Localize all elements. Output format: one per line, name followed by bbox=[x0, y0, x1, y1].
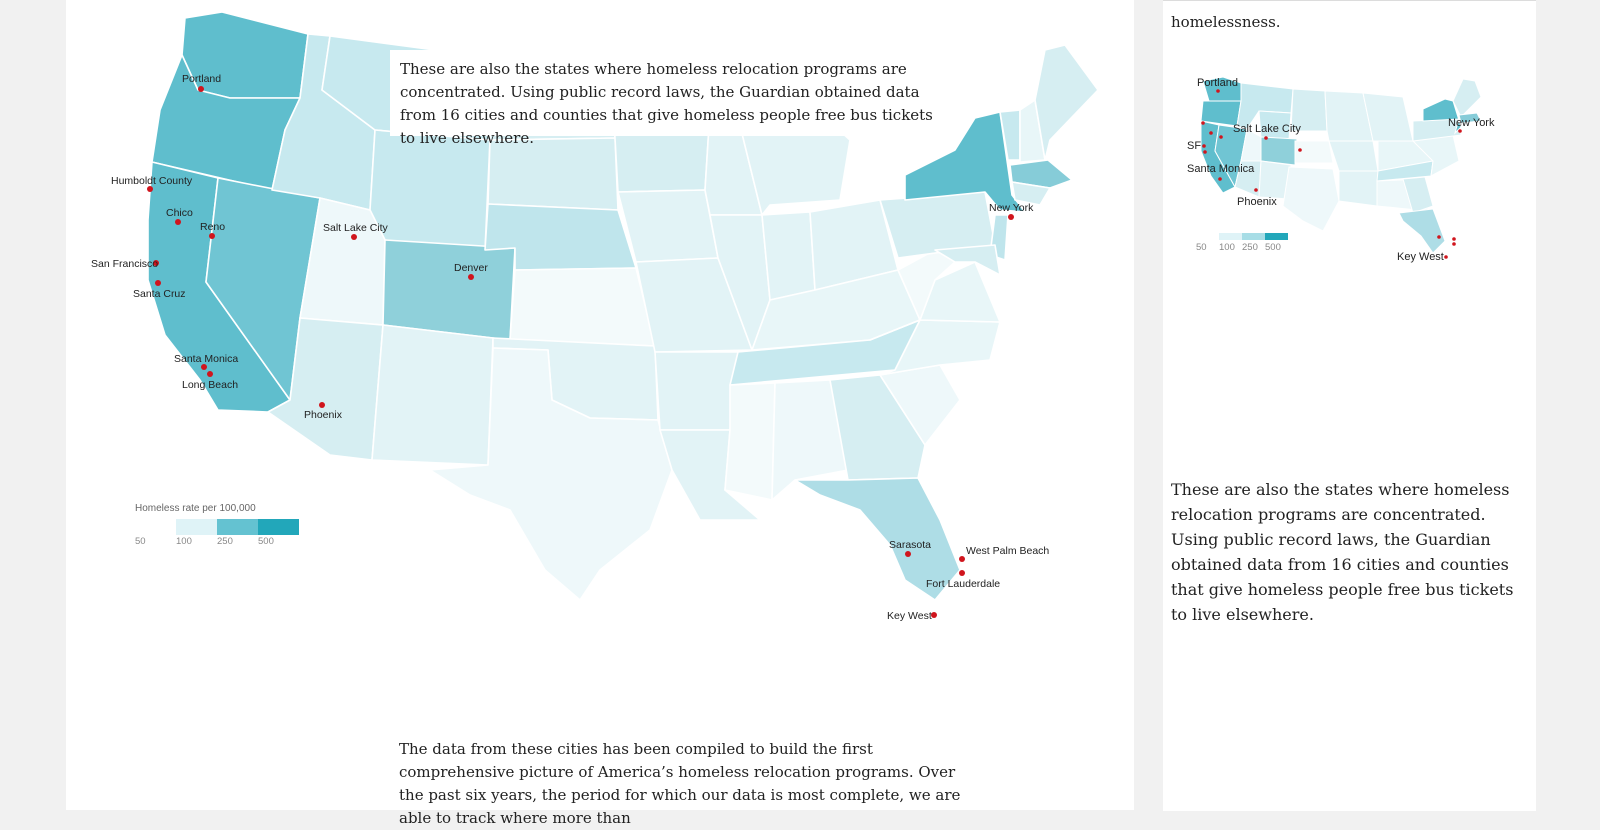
state-massachusetts bbox=[1009, 159, 1073, 189]
state-florida bbox=[794, 477, 961, 601]
state-new-mexico bbox=[371, 324, 494, 466]
state-kansas bbox=[509, 267, 656, 347]
sidebar-panel: homelessness. bbox=[1163, 0, 1536, 811]
map-legend: Homeless rate per 100,000 50 100 250 500 bbox=[135, 503, 299, 547]
city-label-salt-lake-city: Salt Lake City bbox=[323, 222, 389, 234]
city-label-chico: Chico bbox=[166, 207, 193, 219]
state-connecticut bbox=[1011, 181, 1051, 206]
sidebar-callout-text: These are also the states where homeless… bbox=[1171, 480, 1514, 624]
mini-map-states bbox=[1200, 76, 1482, 254]
mini-city-salt-lake-city: Salt Lake City bbox=[1233, 123, 1301, 135]
mini-city-new-york: New York bbox=[1448, 117, 1495, 129]
state-new-york bbox=[904, 111, 1026, 213]
city-label-san-francisco: San Francisco bbox=[91, 258, 158, 270]
state-maine bbox=[1034, 44, 1099, 161]
mini-map-legend: 50 100 250 500 bbox=[1196, 233, 1288, 253]
state-mississippi bbox=[724, 382, 776, 501]
city-label-phoenix: Phoenix bbox=[304, 409, 343, 421]
mini-legend-tick-100: 100 bbox=[1219, 242, 1235, 253]
sidebar-top-text: homelessness. bbox=[1171, 13, 1281, 31]
city-label-sarasota: Sarasota bbox=[889, 539, 931, 551]
mini-legend-tick-250: 250 bbox=[1242, 242, 1258, 253]
city-label-fort-lauderdale: Fort Lauderdale bbox=[926, 578, 1000, 590]
legend-tick-100: 100 bbox=[176, 536, 192, 547]
city-label-humboldt-county: Humboldt County bbox=[111, 175, 193, 187]
state-alabama bbox=[771, 379, 849, 501]
city-label-west-palm-beach: West Palm Beach bbox=[966, 545, 1049, 557]
state-indiana bbox=[761, 211, 816, 301]
state-maryland bbox=[934, 244, 1001, 276]
legend-title: Homeless rate per 100,000 bbox=[135, 503, 256, 514]
city-label-denver: Denver bbox=[454, 262, 488, 274]
state-iowa bbox=[617, 189, 719, 263]
mini-map-cities: Portland New York Salt Lake City SF Sant… bbox=[1187, 77, 1495, 263]
mini-city-santa-monica: Santa Monica bbox=[1187, 163, 1255, 175]
city-label-santa-cruz: Santa Cruz bbox=[133, 288, 186, 300]
city-label-new-york: New York bbox=[989, 202, 1034, 214]
mini-city-portland: Portland bbox=[1197, 77, 1238, 89]
city-label-portland: Portland bbox=[182, 73, 221, 85]
map-callout-text: These are also the states where homeless… bbox=[390, 50, 960, 147]
legend-tick-500: 500 bbox=[258, 536, 274, 547]
city-label-santa-monica: Santa Monica bbox=[174, 353, 238, 365]
mini-city-key-west: Key West bbox=[1397, 251, 1444, 263]
mini-city-phoenix: Phoenix bbox=[1237, 196, 1277, 208]
city-label-reno: Reno bbox=[200, 221, 225, 233]
city-label-key-west: Key West bbox=[887, 610, 932, 622]
state-washington bbox=[181, 11, 309, 99]
state-colorado bbox=[382, 239, 516, 341]
mini-legend-tick-50: 50 bbox=[1196, 242, 1207, 253]
city-label-long-beach: Long Beach bbox=[182, 379, 238, 391]
mini-us-homeless-rate-map: Portland New York Salt Lake City SF Sant… bbox=[1187, 76, 1495, 263]
legend-tick-250: 250 bbox=[217, 536, 233, 547]
state-georgia bbox=[829, 374, 926, 481]
main-article-panel: Portland Humboldt County Chico Reno San … bbox=[66, 0, 1134, 827]
article-paragraph: The data from these cities has been comp… bbox=[399, 740, 961, 827]
legend-tick-50: 50 bbox=[135, 536, 146, 547]
mini-city-sf: SF bbox=[1187, 140, 1201, 152]
state-arkansas bbox=[654, 351, 739, 431]
state-texas bbox=[429, 347, 673, 601]
mini-legend-tick-500: 500 bbox=[1265, 242, 1281, 253]
